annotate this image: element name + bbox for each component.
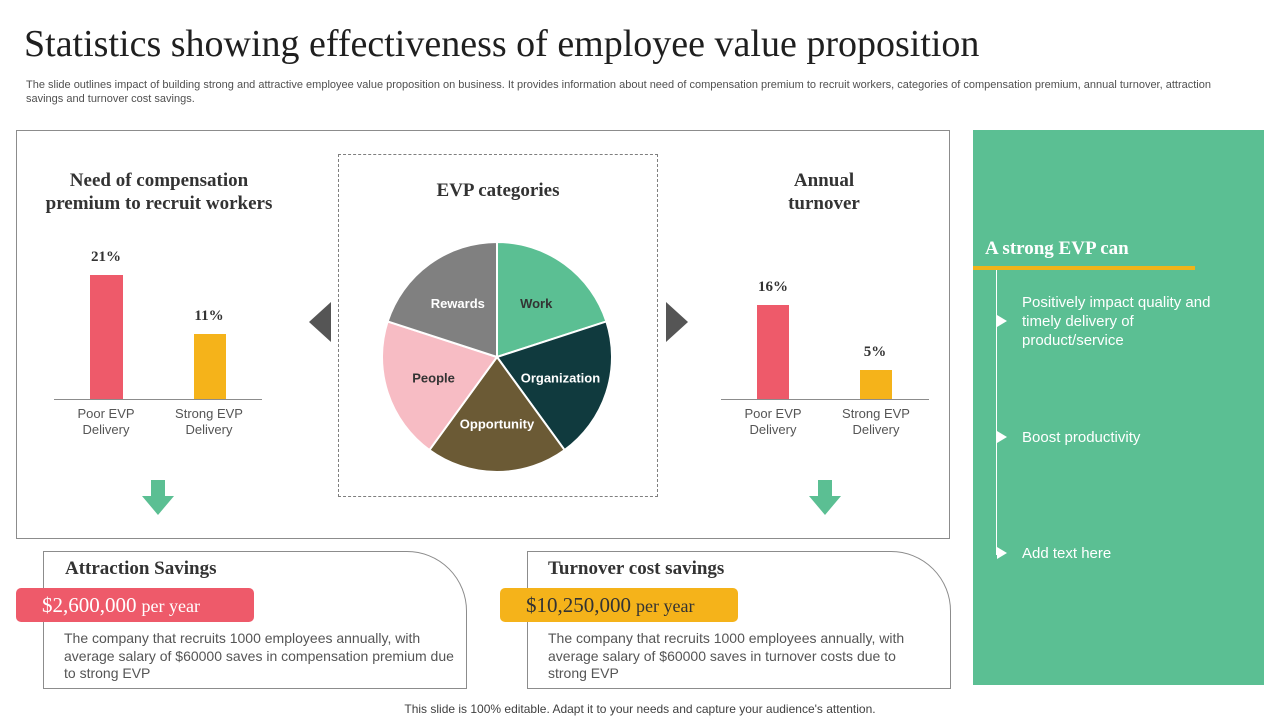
slide-title: Statistics showing effectiveness of empl…: [24, 23, 980, 65]
compensation-category-strong-line2: Delivery: [185, 422, 233, 437]
strong-evp-item: Positively impact quality and timely del…: [1022, 294, 1211, 349]
turnover-savings-title: Turnover cost savings: [548, 558, 725, 579]
turnover-category-strong: Strong EVP Delivery: [826, 406, 926, 438]
bullet-triangle-icon: [997, 315, 1007, 327]
evp-title: EVP categories: [436, 180, 560, 201]
pie-slice-people: [381, 320, 499, 452]
compensation-category-strong-line1: Strong EVP: [175, 406, 243, 421]
left-pointer-icon: [309, 302, 331, 342]
compensation-category-poor-line1: Poor EVP: [77, 406, 135, 421]
compensation-title-line2: premium to recruit workers: [45, 193, 273, 214]
strong-evp-panel: A strong EVP can Positively impact quali…: [973, 130, 1264, 685]
strong-evp-item: Add text here: [1022, 545, 1112, 562]
pie-slice-rewards: [386, 241, 498, 359]
compensation-category-strong: Strong EVP Delivery: [159, 406, 259, 438]
slide-description: The slide outlines impact of building st…: [26, 79, 1211, 105]
evp-categories-panel: EVP categories Work Organization Opportuni…: [338, 154, 658, 497]
statistics-panel: Need of compensation premium to recruit …: [16, 130, 950, 539]
compensation-title: Need of compensation premium to recruit …: [31, 169, 287, 215]
attraction-savings-text: The company that recruits 1000 employees…: [64, 630, 454, 681]
compensation-axis: [54, 399, 262, 400]
pie-slice-organization: [495, 320, 613, 452]
turnover-title: Annual turnover: [724, 169, 924, 215]
strong-evp-timeline: [996, 270, 997, 555]
down-arrow-icon: [142, 480, 174, 515]
compensation-category-poor: Poor EVP Delivery: [56, 406, 156, 438]
bullet-triangle-icon: [997, 431, 1007, 443]
turnover-category-poor: Poor EVP Delivery: [723, 406, 823, 438]
turnover-bar-value-strong: 5%: [863, 343, 887, 360]
pie-label-opportunity: Opportunity: [460, 417, 535, 432]
compensation-title-line1: Need of compensation: [69, 170, 249, 191]
compensation-bar-value-strong: 11%: [194, 308, 224, 325]
down-arrow-icon: [809, 480, 841, 515]
bullet-triangle-icon: [997, 547, 1007, 559]
turnover-category-strong-line1: Strong EVP: [842, 406, 910, 421]
evp-pie-chart: Work Organization Opportunity People Rewards: [381, 241, 613, 473]
pie-label-people: People: [412, 371, 455, 386]
turnover-bar-value-poor: 16%: [758, 278, 788, 295]
compensation-bar-poor: [90, 275, 123, 399]
turnover-bar-strong: [860, 369, 892, 399]
pie-label-organization: Organization: [521, 371, 601, 386]
compensation-bar-value-poor: 21%: [91, 249, 121, 266]
turnover-savings-amount-badge: $10,250,000 per year: [500, 588, 738, 622]
pie-slice-work: [496, 241, 608, 359]
turnover-category-poor-line2: Delivery: [749, 422, 797, 437]
compensation-bar-strong: [194, 334, 226, 399]
strong-evp-divider: [973, 266, 1195, 270]
pie-slice-opportunity: [428, 355, 566, 473]
attraction-savings-amount-badge: $2,600,000 per year: [16, 588, 254, 622]
turnover-savings-unit: per year: [636, 596, 695, 616]
slide-footer: This slide is 100% editable. Adapt it to…: [404, 702, 876, 716]
strong-evp-title: A strong EVP can: [985, 238, 1129, 259]
attraction-savings-card: Attraction Savings The company that recr…: [43, 551, 467, 689]
turnover-title-line1: Annual: [793, 170, 855, 191]
turnover-category-strong-line2: Delivery: [852, 422, 900, 437]
attraction-savings-amount: $2,600,000: [42, 593, 137, 617]
pie-label-rewards: Rewards: [431, 296, 485, 311]
turnover-axis: [721, 399, 929, 400]
strong-evp-item: Boost productivity: [1022, 429, 1141, 446]
turnover-savings-text: The company that recruits 1000 employees…: [548, 630, 905, 681]
turnover-bar-poor: [757, 304, 789, 399]
attraction-savings-title: Attraction Savings: [65, 558, 217, 579]
turnover-category-poor-line1: Poor EVP: [744, 406, 802, 421]
turnover-title-line2: turnover: [788, 193, 860, 214]
attraction-savings-unit: per year: [141, 596, 200, 616]
turnover-savings-amount: $10,250,000: [526, 593, 631, 617]
compensation-category-poor-line2: Delivery: [82, 422, 130, 437]
right-pointer-icon: [666, 302, 688, 342]
pie-label-work: Work: [520, 296, 553, 311]
